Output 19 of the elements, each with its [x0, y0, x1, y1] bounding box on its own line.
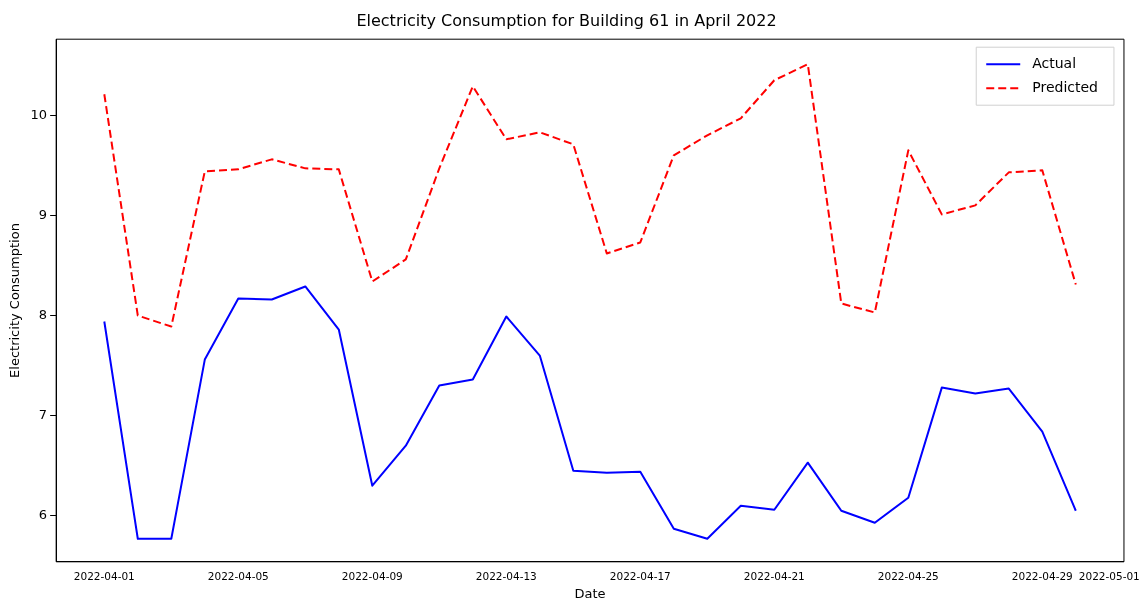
x-tick-label: 2022-04-29	[1011, 569, 1073, 582]
y-tick-label: 7	[38, 407, 48, 423]
y-tick-label: 10	[30, 106, 48, 122]
x-tick-label: 2022-04-09	[341, 569, 403, 582]
y-tick-label: 8	[38, 306, 48, 322]
x-axis-title: Date	[574, 585, 606, 601]
legend-label: Predicted	[1032, 78, 1098, 95]
chart-title: Electricity Consumption for Building 61 in April 2022	[356, 10, 777, 30]
x-tick-label: 2022-04-05	[207, 569, 269, 582]
x-tick-label: 2022-04-17	[609, 569, 671, 582]
x-tick-label: 2022-04-01	[73, 569, 135, 582]
legend-label: Actual	[1032, 54, 1077, 71]
y-tick-label: 6	[38, 507, 48, 523]
x-tick-label: 2022-04-13	[475, 569, 537, 582]
y-axis-title: Electricity Consumption	[7, 223, 23, 378]
x-tick-label: 2022-04-21	[743, 569, 805, 582]
y-tick-label: 9	[38, 206, 48, 222]
x-tick-label: 2022-04-25	[877, 569, 939, 582]
x-tick-label: 2022-05-01	[1078, 569, 1140, 582]
